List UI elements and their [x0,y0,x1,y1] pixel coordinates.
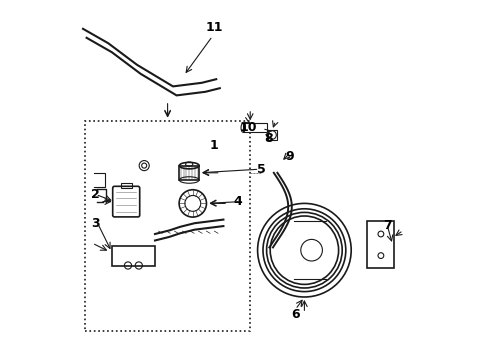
Bar [179,166,199,180]
Bar [112,246,155,266]
Text: 8: 8 [264,132,273,145]
Bar [243,123,267,132]
Text: 11: 11 [206,21,223,33]
Text: 3: 3 [91,217,100,230]
Bar [121,183,132,188]
Bar [85,121,250,331]
Text: 9: 9 [286,150,294,163]
Text: 1: 1 [210,139,219,152]
Text: 6: 6 [291,309,300,321]
Text: 2: 2 [91,188,100,201]
Text: 4: 4 [233,195,242,208]
Text: 10: 10 [240,121,257,134]
Bar [268,130,277,140]
Text: 7: 7 [383,219,392,231]
Text: 5: 5 [257,163,266,176]
